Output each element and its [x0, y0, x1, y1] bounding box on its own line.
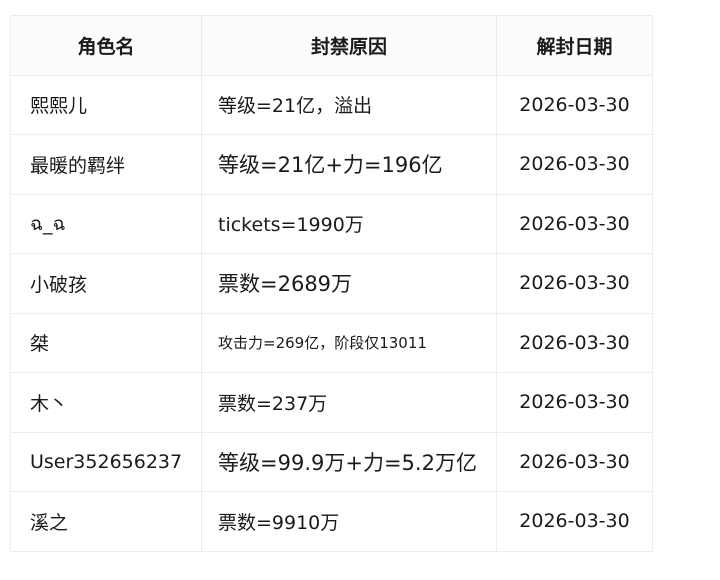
ban-reason: tickets=1990万 [201, 193, 497, 254]
unban-date: 2026-03-30 [496, 312, 653, 373]
ban-reason: 攻击力=269亿，阶段仅13011 [201, 312, 497, 373]
ban-reason: 票数=9910万 [201, 491, 497, 552]
table-row: 熙熙儿 等级=21亿，溢出 2026-03-30 [10, 74, 653, 135]
table-row: 桀 攻击力=269亿，阶段仅13011 2026-03-30 [10, 312, 653, 373]
header-character-name: 角色名 [10, 15, 202, 76]
table-header-row: 角色名 封禁原因 解封日期 [10, 15, 653, 76]
ban-reason: 等级=99.9万+力=5.2万亿 [201, 431, 497, 492]
ban-reason: 等级=21亿，溢出 [201, 74, 497, 135]
header-ban-reason: 封禁原因 [201, 15, 497, 76]
table-row: 溪之 票数=9910万 2026-03-30 [10, 491, 653, 552]
ban-reason: 等级=21亿+力=196亿 [201, 134, 497, 195]
character-name: 熙熙儿 [10, 74, 202, 135]
unban-date: 2026-03-30 [496, 253, 653, 314]
character-name: 小破孩 [10, 253, 202, 314]
table-row: ฉ_ฉ tickets=1990万 2026-03-30 [10, 193, 653, 254]
unban-date: 2026-03-30 [496, 193, 653, 254]
unban-date: 2026-03-30 [496, 491, 653, 552]
header-unban-date: 解封日期 [496, 15, 653, 76]
table-row: User352656237 等级=99.9万+力=5.2万亿 2026-03-3… [10, 431, 653, 492]
ban-reason: 票数=2689万 [201, 253, 497, 314]
unban-date: 2026-03-30 [496, 134, 653, 195]
character-name: 桀 [10, 312, 202, 373]
character-name: 木丶 [10, 372, 202, 433]
unban-date: 2026-03-30 [496, 431, 653, 492]
character-name: 溪之 [10, 491, 202, 552]
unban-date: 2026-03-30 [496, 372, 653, 433]
character-name: 最暖的羁绊 [10, 134, 202, 195]
unban-date: 2026-03-30 [496, 74, 653, 135]
table-row: 最暖的羁绊 等级=21亿+力=196亿 2026-03-30 [10, 134, 653, 195]
character-name: User352656237 [10, 431, 202, 492]
table-row: 小破孩 票数=2689万 2026-03-30 [10, 253, 653, 314]
ban-reason: 票数=237万 [201, 372, 497, 433]
ban-table: 角色名 封禁原因 解封日期 熙熙儿 等级=21亿，溢出 2026-03-30 最… [10, 15, 653, 552]
character-name: ฉ_ฉ [10, 193, 202, 254]
table-row: 木丶 票数=237万 2026-03-30 [10, 372, 653, 433]
